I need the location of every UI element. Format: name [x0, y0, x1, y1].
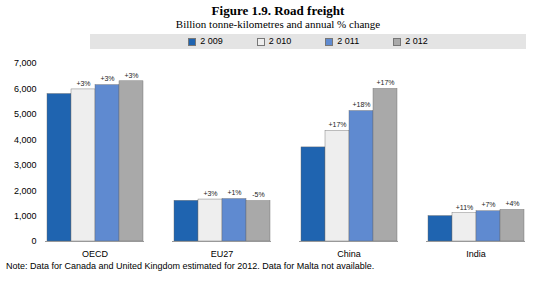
svg-text:+17%: +17%: [376, 79, 394, 86]
html-text:Billion tonne-kilometres and a: Billion tonne-kilometres and annual % ch…: [175, 18, 381, 30]
svg-text:+18%: +18%: [352, 101, 370, 108]
svg-text:China: China: [337, 249, 361, 259]
svg-text:7,000: 7,000: [14, 58, 37, 68]
svg-text:+3%: +3%: [124, 72, 138, 79]
svg-text:4,000: 4,000: [14, 135, 37, 145]
svg-text:3,000: 3,000: [14, 160, 37, 170]
svg-text:+4%: +4%: [505, 200, 519, 207]
svg-text:+7%: +7%: [481, 201, 495, 208]
svg-text:+3%: +3%: [203, 190, 217, 197]
svg-text:+11%: +11%: [456, 204, 474, 211]
svg-text:-5%: -5%: [252, 191, 264, 198]
svg-text:6,000: 6,000: [14, 84, 37, 94]
svg-text:India: India: [466, 249, 486, 259]
html-text:Note: Data for Canada and Unit: Note: Data for Canada and United Kingdom…: [6, 261, 375, 271]
svg-text:+1%: +1%: [227, 189, 241, 196]
svg-text:2,000: 2,000: [14, 186, 37, 196]
svg-text:OECD: OECD: [82, 249, 109, 259]
svg-text:+3%: +3%: [100, 75, 114, 82]
svg-text:0: 0: [31, 236, 36, 246]
svg-text:EU27: EU27: [211, 249, 234, 259]
html-text:2 010: 2 010: [268, 36, 292, 46]
html-text:Figure 1.9. Road freight: Figure 1.9. Road freight: [211, 3, 345, 18]
html-text:2 009: 2 009: [200, 36, 223, 46]
svg-text:1,000: 1,000: [14, 211, 37, 221]
svg-text:+17%: +17%: [328, 121, 346, 128]
html-text:2 011: 2 011: [337, 36, 360, 46]
html-text:2 012: 2 012: [405, 36, 428, 46]
svg-text:5,000: 5,000: [14, 109, 37, 119]
svg-text:+3%: +3%: [76, 80, 90, 87]
